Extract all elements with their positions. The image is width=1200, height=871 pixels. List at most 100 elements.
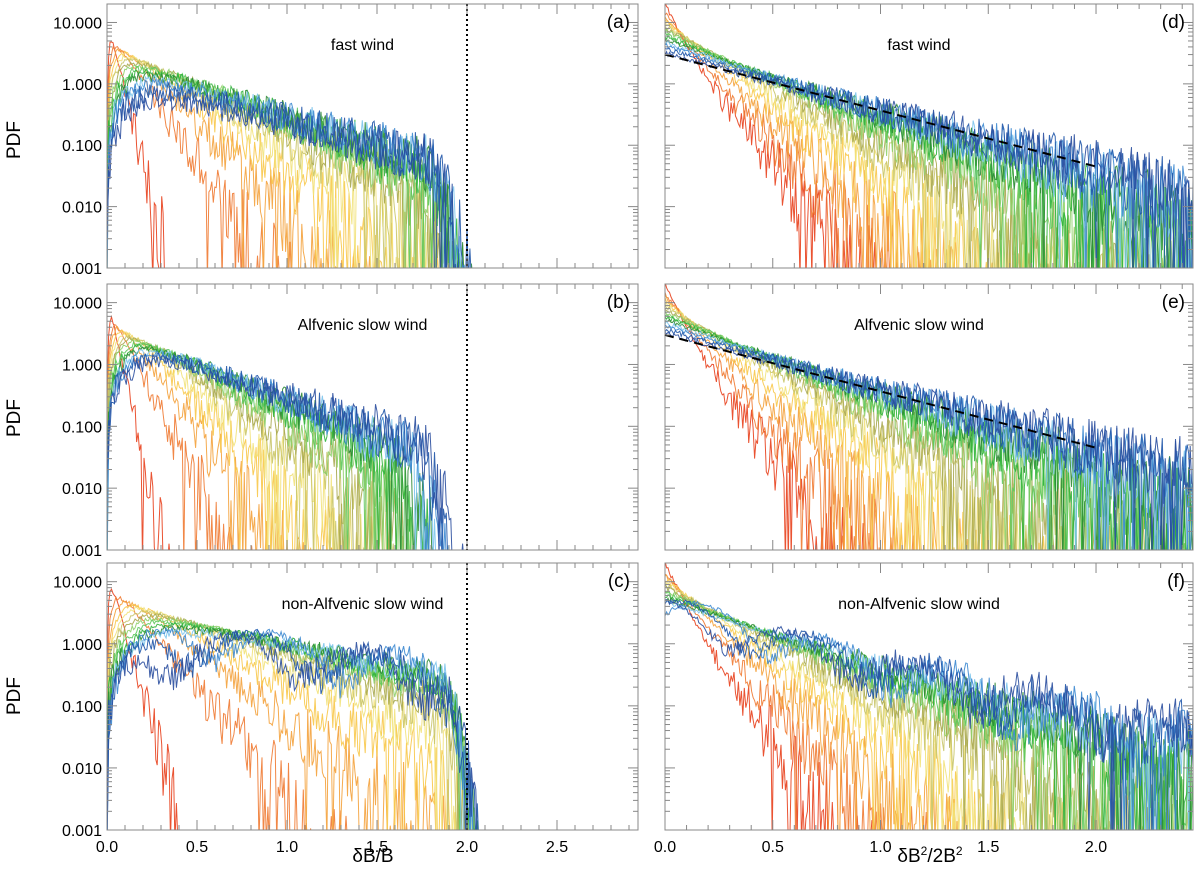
- series-line-b-12: [107, 347, 449, 550]
- panel-title-d: fast wind: [887, 37, 950, 54]
- series-line-b-13: [107, 350, 447, 550]
- series-line-f-14: [665, 598, 1193, 830]
- series-line-f-2: [665, 573, 928, 830]
- x-tick-label-c: 0.0: [96, 839, 118, 856]
- series-line-d-15: [665, 50, 1193, 268]
- series-line-d-3: [665, 16, 994, 268]
- series-line-e-3: [665, 294, 986, 550]
- panel-letter-b: (b): [607, 292, 630, 313]
- panel-f: 0.0 0.5 1.0 1.5 2.0 non-Alfvenic slow wind (f): [654, 562, 1194, 856]
- series-line-d-14: [665, 47, 1193, 268]
- y-tick-label-c: 0.010: [62, 761, 102, 778]
- series-line-e-4: [665, 297, 1045, 550]
- series-line-e-1: [665, 284, 865, 550]
- panel-title-c: non-Alfvenic slow wind: [282, 596, 444, 613]
- series-line-a-2: [107, 45, 292, 268]
- xlabel-left: δB/B: [352, 846, 393, 867]
- xlabel-right: δB2/2B2: [897, 844, 962, 867]
- series-line-d-5: [665, 20, 1111, 268]
- series-line-c-9: [107, 618, 476, 830]
- panel-title-e: Alfvenic slow wind: [854, 317, 984, 334]
- y-tick-label-b: 10.000: [53, 296, 102, 313]
- x-tick-label-c: 2.5: [546, 839, 568, 856]
- series-line-c-14: [107, 629, 479, 830]
- series-line-f-3: [665, 574, 985, 830]
- series-line-f-1: [665, 563, 875, 830]
- series-line-b-14: [107, 352, 448, 550]
- series-group-c: [107, 587, 479, 830]
- series-line-b-15: [107, 352, 464, 550]
- series-line-e-13: [665, 324, 1193, 550]
- panel-title-a: fast wind: [331, 37, 394, 54]
- series-line-b-6: [107, 333, 408, 550]
- x-tick-label-f: 1.5: [977, 839, 999, 856]
- x-tick-label-c: 1.5: [366, 839, 388, 856]
- y-tick-label-a: 0.001: [62, 261, 102, 278]
- y-tick-label-b: 0.001: [62, 543, 102, 560]
- series-group-a: [107, 41, 473, 268]
- panel-letter-c: (c): [608, 571, 630, 592]
- series-line-f-4: [665, 578, 1046, 830]
- y-tick-label-a: 1.000: [62, 77, 102, 94]
- series-line-c-10: [107, 622, 479, 830]
- series-group-f: [665, 563, 1193, 830]
- series-line-c-3: [107, 599, 446, 830]
- frame-c: [106, 562, 639, 831]
- series-line-c-2: [107, 595, 372, 830]
- series-line-e-15: [665, 331, 1193, 550]
- series-line-a-8: [107, 63, 465, 268]
- series-line-c-7: [107, 613, 479, 830]
- x-tick-label-c: 0.5: [186, 839, 208, 856]
- x-tick-label-f: 2.0: [1085, 839, 1107, 856]
- series-line-f-12: [665, 599, 1193, 830]
- series-line-c-15: [107, 629, 478, 830]
- series-group-d: [665, 4, 1193, 268]
- x-tick-label-f: 0.5: [762, 839, 784, 856]
- y-tick-label-b: 1.000: [62, 357, 102, 374]
- y-tick-label-b: 0.010: [62, 481, 102, 498]
- series-line-b-3: [107, 325, 334, 550]
- series-line-a-3: [107, 48, 371, 268]
- panel-title-f: non-Alfvenic slow wind: [838, 596, 1000, 613]
- y-tick-label-b: 0.100: [62, 419, 102, 436]
- frame-a: [106, 3, 639, 269]
- series-group-e: [665, 284, 1193, 550]
- series-line-b-4: [107, 329, 377, 550]
- y-tick-label-c: 0.100: [62, 699, 102, 716]
- x-tick-label-c: 2.0: [456, 839, 478, 856]
- panel-a: 10.000 1.000 0.100 0.010 0.001 fast wind (a): [53, 3, 639, 278]
- series-group-b: [107, 314, 464, 550]
- y-tick-label-c: 1.000: [62, 637, 102, 654]
- x-tick-label-c: 1.0: [276, 839, 298, 856]
- ylabel-row-1: PDF: [4, 121, 25, 159]
- y-tick-label-c: 0.001: [62, 823, 102, 840]
- frame-f: [664, 562, 1194, 831]
- panel-title-b: Alfvenic slow wind: [298, 317, 428, 334]
- panel-e: Alfvenic slow wind (e): [664, 283, 1194, 551]
- panel-b: 10.000 1.000 0.100 0.010 0.001 Alfvenic slow …: [53, 283, 639, 560]
- frame-e: [664, 283, 1194, 551]
- y-tick-label-a: 0.010: [62, 200, 102, 217]
- panel-letter-e: (e): [1162, 292, 1185, 313]
- panel-d: fast wind (d): [664, 3, 1194, 269]
- series-line-c-5: [107, 606, 465, 830]
- panel-letter-a: (a): [607, 12, 630, 33]
- y-tick-label-a: 0.100: [62, 138, 102, 155]
- series-line-f-6: [665, 583, 1192, 830]
- series-line-d-1: [665, 4, 877, 268]
- frame-b: [106, 283, 639, 551]
- ylabel-row-2: PDF: [4, 399, 25, 437]
- panel-letter-d: (d): [1162, 12, 1185, 33]
- x-tick-label-f: 0.0: [654, 839, 676, 856]
- series-line-e-6: [665, 304, 1193, 550]
- frame-d: [664, 3, 1194, 269]
- y-tick-label-a: 10.000: [53, 15, 102, 32]
- series-line-f-15: [665, 599, 1193, 830]
- series-line-e-2: [665, 292, 922, 550]
- panel-letter-f: (f): [1167, 571, 1185, 592]
- ylabel-row-3: PDF: [4, 677, 25, 715]
- y-tick-label-c: 10.000: [53, 575, 102, 592]
